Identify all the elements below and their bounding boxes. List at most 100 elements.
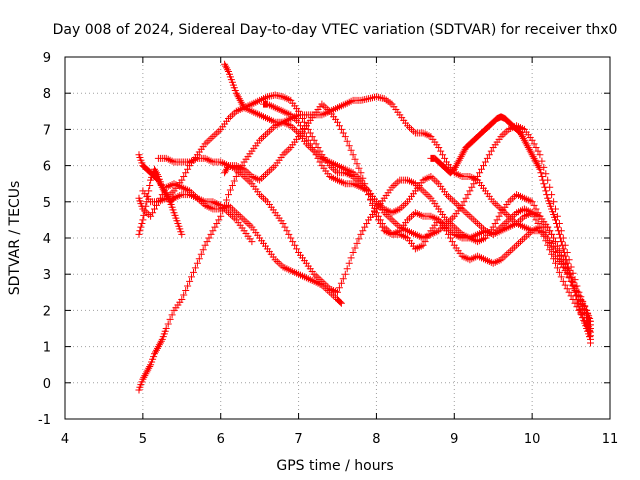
data-point	[318, 281, 332, 294]
data-point	[443, 191, 456, 204]
series-track-4	[154, 154, 594, 325]
data-point	[334, 101, 347, 112]
data-point	[154, 173, 165, 189]
series-track-8	[221, 100, 594, 347]
data-point	[170, 298, 184, 314]
data-point	[302, 133, 316, 151]
data-point	[174, 220, 185, 236]
data-point	[388, 100, 402, 116]
data-point	[478, 126, 488, 137]
data-point	[271, 256, 285, 269]
data-point	[225, 209, 238, 222]
data-point	[419, 129, 433, 140]
data-point	[279, 145, 293, 159]
data-point	[466, 253, 480, 264]
data-point	[419, 173, 433, 184]
data-point	[201, 134, 215, 148]
data-point	[326, 173, 340, 183]
data-point	[318, 277, 332, 291]
x-tick-label: 9	[450, 432, 458, 447]
data-point	[481, 227, 495, 237]
data-point	[563, 259, 574, 278]
data-point	[221, 60, 231, 74]
data-point	[248, 180, 262, 196]
data-point	[310, 277, 324, 288]
plot-frame	[64, 56, 611, 420]
data-point	[528, 224, 542, 235]
data-point	[548, 205, 558, 221]
data-marks	[135, 60, 594, 394]
data-point	[450, 230, 464, 241]
data-point	[341, 165, 355, 176]
data-point	[544, 176, 558, 206]
data-point	[365, 187, 378, 203]
data-point	[435, 221, 449, 235]
y-tick-label: 0	[43, 377, 51, 392]
data-point	[232, 216, 246, 232]
data-point	[302, 274, 316, 284]
data-point	[380, 209, 394, 222]
data-point	[481, 123, 492, 133]
data-point	[552, 238, 565, 259]
data-point	[443, 214, 456, 227]
data-point	[279, 220, 293, 238]
data-point	[419, 231, 433, 242]
data-point	[302, 259, 316, 275]
series-track-10	[427, 113, 594, 343]
data-point	[287, 234, 301, 253]
data-point	[232, 105, 246, 115]
data-point	[458, 191, 472, 209]
data-point	[248, 107, 262, 118]
data-point	[271, 154, 285, 170]
data-point	[517, 129, 527, 142]
data-point	[404, 122, 417, 135]
data-point	[513, 191, 526, 201]
data-point	[256, 191, 269, 204]
data-point	[162, 181, 176, 191]
data-point	[318, 100, 332, 113]
data-point	[481, 147, 495, 166]
data-point	[263, 163, 277, 177]
data-point	[349, 180, 363, 190]
data-point	[248, 173, 262, 183]
data-point	[263, 245, 277, 261]
data-point	[287, 96, 301, 113]
data-point	[349, 169, 363, 182]
data-point	[450, 160, 461, 173]
y-tick-label: 3	[43, 268, 51, 283]
data-point	[427, 212, 441, 223]
data-point	[326, 288, 340, 302]
data-point	[263, 198, 277, 214]
data-point	[571, 288, 582, 307]
data-point	[470, 134, 481, 144]
data-point	[466, 212, 480, 226]
data-point	[186, 187, 199, 200]
data-point	[232, 162, 246, 172]
data-point	[587, 321, 594, 329]
data-point	[536, 165, 547, 184]
data-point	[411, 179, 425, 195]
data-point	[143, 165, 154, 176]
data-point	[240, 216, 254, 229]
data-point	[310, 103, 324, 119]
data-point	[326, 107, 340, 123]
data-point	[411, 230, 425, 241]
data-point	[225, 201, 238, 215]
y-tick-label: 5	[43, 196, 51, 211]
data-point	[505, 118, 516, 129]
data-point	[287, 111, 301, 124]
data-point	[310, 270, 324, 284]
chart-title: Day 008 of 2024, Sidereal Day-to-day VTE…	[53, 22, 618, 38]
data-point	[497, 205, 511, 218]
data-point	[221, 163, 231, 177]
data-point	[310, 147, 324, 166]
y-tick-label: 7	[43, 123, 51, 138]
data-point	[396, 111, 410, 127]
data-point	[431, 154, 442, 165]
data-point	[178, 165, 192, 184]
data-point	[334, 275, 347, 296]
data-point	[567, 274, 578, 293]
series-track-7	[221, 60, 594, 340]
data-point	[559, 277, 573, 296]
data-point	[544, 241, 558, 263]
